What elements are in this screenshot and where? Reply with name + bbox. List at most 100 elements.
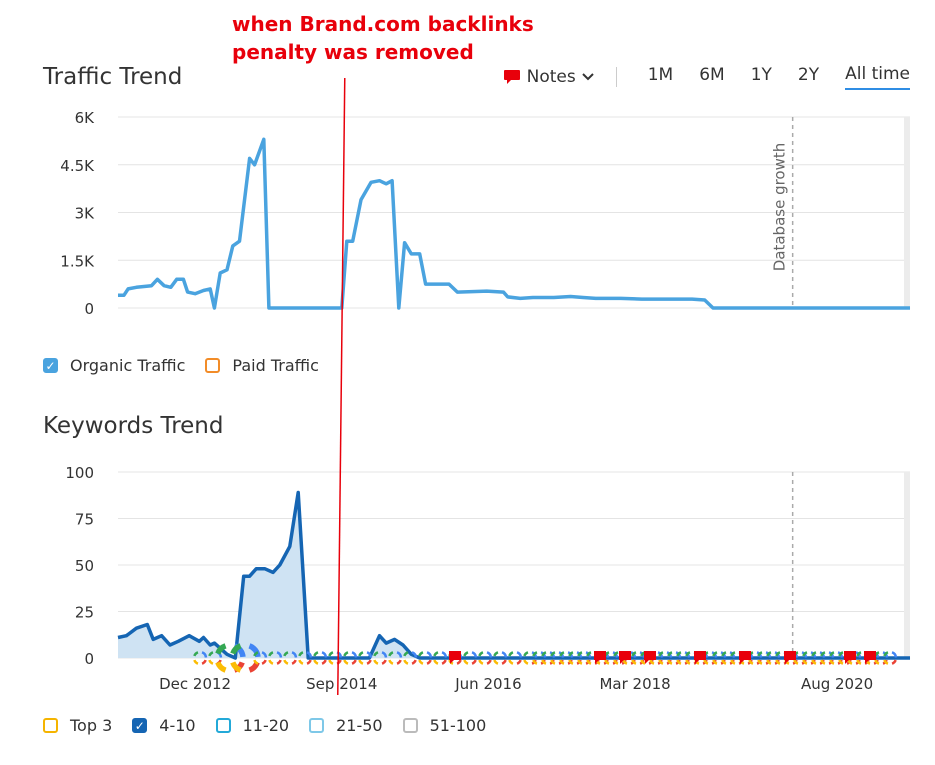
google-icon-arc <box>568 651 574 657</box>
google-icon-arc <box>703 659 709 665</box>
period-1m[interactable]: 1M <box>647 65 674 85</box>
x-tick-label: Sep 2014 <box>306 675 377 693</box>
note-icon <box>449 651 461 664</box>
plot-right-edge <box>904 117 910 308</box>
google-icon-arc <box>433 659 439 665</box>
traffic-trend-title: Traffic Trend <box>43 64 183 90</box>
google-icon-arc <box>658 659 664 665</box>
google-icon-arc <box>313 659 319 665</box>
google-icon-arc <box>373 651 379 657</box>
period-6m[interactable]: 6M <box>699 65 725 85</box>
google-icon-arc <box>757 651 763 657</box>
organic-traffic-checkbox[interactable]: ✓ <box>43 358 58 373</box>
y-tick-label: 1.5K <box>60 252 95 270</box>
google-icon-arc <box>381 651 388 658</box>
51-100-checkbox[interactable] <box>402 718 418 733</box>
google-icon-arc <box>351 651 358 658</box>
google-icon-arc <box>396 659 402 665</box>
google-icon-arc <box>874 659 880 665</box>
11-20-checkbox[interactable] <box>215 718 231 733</box>
google-icon-arc <box>486 651 493 658</box>
period-2y[interactable]: 2Y <box>797 65 820 85</box>
note-icon <box>644 651 656 664</box>
google-icon-arc <box>403 659 409 665</box>
google-icon-arc <box>685 651 691 657</box>
annotation-line-1: when Brand.com backlinks <box>232 12 534 36</box>
traffic-trend-chart: 0 1.5K 3K 4.5K 6K Database growth <box>60 109 911 318</box>
notes-button[interactable]: Notes <box>503 67 594 87</box>
legend-top-3[interactable]: Top 3 <box>43 716 112 735</box>
period-toolbar: Notes 1M 6M 1Y 2Y All time <box>503 64 910 90</box>
legend-51-100[interactable]: 51-100 <box>402 716 486 735</box>
google-icon-arc <box>766 651 772 657</box>
21-50-checkbox[interactable] <box>309 718 325 733</box>
google-icon-arc <box>230 661 242 673</box>
google-icon-arc <box>802 659 808 665</box>
google-icon-arc <box>667 651 673 657</box>
google-update-icon <box>268 651 283 665</box>
note-icon <box>694 651 706 664</box>
legend-4-10[interactable]: ✓ 4-10 <box>132 716 196 735</box>
google-icon-arc <box>883 651 889 657</box>
google-icon-arc <box>508 651 514 657</box>
google-icon-arc <box>757 659 763 665</box>
paid-traffic-checkbox[interactable] <box>205 358 221 373</box>
legend-paid-traffic[interactable]: Paid Traffic <box>205 356 319 375</box>
google-icon-arc <box>328 651 334 657</box>
legend-organic-traffic[interactable]: ✓ Organic Traffic <box>43 356 185 375</box>
google-icon-arc <box>253 651 259 657</box>
google-icon-arc <box>838 659 844 665</box>
google-icon-arc <box>640 659 646 665</box>
period-all-time[interactable]: All time <box>845 64 910 90</box>
y-tick-label: 3K <box>75 205 96 223</box>
google-icon-arc <box>343 651 349 657</box>
google-icon-arc <box>471 659 477 665</box>
x-tick-label: Jun 2016 <box>454 675 521 693</box>
google-icon-arc <box>358 651 364 657</box>
google-icon-arc <box>193 651 199 657</box>
google-icon-arc <box>336 659 342 665</box>
google-icon-arc <box>667 659 673 665</box>
series-line <box>117 490 910 660</box>
top-3-checkbox[interactable] <box>43 718 58 733</box>
google-icon-arc <box>721 659 727 665</box>
annotation-line-2: penalty was removed <box>232 40 474 64</box>
google-icon-arc <box>426 659 432 665</box>
google-update-icon <box>433 651 448 665</box>
google-icon-arc <box>411 659 417 665</box>
google-icon-arc <box>463 659 469 665</box>
google-update-icon <box>298 651 313 665</box>
google-icon-arc <box>463 651 469 657</box>
google-icon-arc <box>328 659 334 665</box>
google-icon-arc <box>559 659 565 665</box>
google-icon-arc <box>418 651 424 657</box>
y-tick-label: 25 <box>75 604 94 622</box>
keywords-trend-chart: 0 25 50 75 100 Dec 2012 Sep 2014 Jun 2016 Mar 20… <box>65 464 911 693</box>
google-icon-arc <box>396 651 403 658</box>
google-icon-arc <box>276 651 283 658</box>
y-tick-label: 50 <box>75 557 94 575</box>
period-1y[interactable]: 1Y <box>750 65 772 85</box>
google-icon-arc <box>541 651 547 657</box>
google-update-icon <box>403 651 418 665</box>
google-update-icon <box>883 651 898 665</box>
google-icon-arc <box>268 651 274 657</box>
x-tick-label: Dec 2012 <box>159 675 231 693</box>
series-line <box>118 137 910 310</box>
legend-11-20[interactable]: 11-20 <box>215 716 289 735</box>
y-tick-label: 100 <box>65 464 94 482</box>
note-icon <box>784 651 796 664</box>
google-update-icon <box>253 651 268 665</box>
google-icon-arc <box>730 659 736 665</box>
traffic-legend: ✓ Organic Traffic Paid Traffic <box>43 356 339 375</box>
google-icon-arc <box>486 659 492 665</box>
google-icon-arc <box>215 661 227 673</box>
google-icon-arc <box>268 659 274 665</box>
legend-21-50[interactable]: 21-50 <box>309 716 383 735</box>
y-tick-label: 0 <box>84 650 94 668</box>
google-icon-arc <box>631 651 637 657</box>
4-10-checkbox[interactable]: ✓ <box>132 718 148 733</box>
top-3-label: Top 3 <box>70 716 113 735</box>
google-icon-arc <box>721 651 727 657</box>
google-icon-arc <box>471 651 478 658</box>
